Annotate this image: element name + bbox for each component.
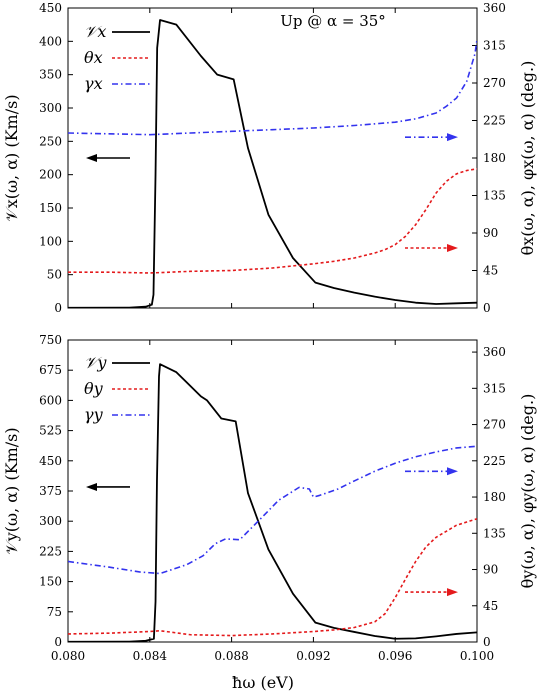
x-tick-label: 0.096 [378, 649, 412, 663]
x-tick-label: 0.084 [133, 649, 168, 663]
axis-arrow [86, 154, 130, 162]
plot-frame-2 [67, 339, 478, 643]
x-axis-label: ħω (eV) [232, 673, 294, 692]
right-tick-label: 360 [483, 345, 506, 359]
left-tick-label: 675 [39, 363, 62, 377]
right-tick-label: 0 [483, 635, 491, 649]
annotation: Up @ α = 35° [280, 12, 386, 30]
left-tick-label: 350 [39, 68, 62, 82]
axis-arrow [405, 133, 458, 142]
left-tick-label: 150 [39, 201, 62, 215]
right-tick-label: 270 [483, 418, 506, 432]
left-tick-label: 300 [39, 514, 62, 528]
arrow-head [447, 244, 458, 252]
legend-label: 𝒱y [84, 353, 107, 372]
left-tick-label: 375 [39, 484, 62, 498]
left-axis-label: 𝒱x(ω, α) (Km/s) [2, 94, 21, 221]
series-line-θx [68, 168, 477, 274]
arrow-head [86, 482, 97, 491]
left-tick-label: 300 [39, 101, 62, 115]
left-tick-label: 400 [39, 34, 62, 48]
right-tick-label: 270 [483, 76, 506, 90]
series-line-𝒱y [68, 363, 477, 642]
right-axis-label: θy(ω, α), φy(ω, α) (deg.) [518, 394, 537, 589]
series-line-𝒱x [68, 19, 477, 308]
x-tick-label: 0.100 [460, 649, 494, 663]
left-axis-label: 𝒱y(ω, α) (Km/s) [2, 427, 21, 554]
left-tick-label: 75 [47, 605, 62, 619]
legend-label: θx [84, 48, 103, 67]
right-axis-label: θx(ω, α), φx(ω, α) (deg.) [518, 61, 537, 256]
series-line-γy [68, 445, 477, 575]
left-tick-label: 0 [54, 635, 62, 649]
x-tick-label: 0.088 [214, 649, 248, 663]
series-line-θy [68, 518, 477, 637]
right-tick-label: 135 [483, 189, 506, 203]
arrow-head [86, 154, 97, 162]
left-tick-label: 0 [54, 301, 62, 315]
arrow-head [447, 467, 458, 476]
right-tick-label: 180 [483, 490, 506, 504]
axis-arrow [405, 244, 458, 252]
legend-label: 𝒱x [84, 22, 106, 41]
left-tick-label: 525 [39, 424, 62, 438]
legend-label: γy [84, 405, 104, 424]
left-tick-label: 225 [39, 544, 62, 558]
right-tick-label: 45 [483, 599, 498, 613]
series-line-γx [68, 39, 477, 136]
right-tick-label: 180 [483, 151, 506, 165]
x-tick-label: 0.080 [51, 649, 85, 663]
right-tick-label: 0 [483, 301, 491, 315]
right-tick-label: 225 [483, 454, 506, 468]
left-tick-label: 450 [39, 1, 62, 15]
left-tick-label: 150 [39, 575, 62, 589]
left-tick-label: 600 [39, 393, 62, 407]
left-tick-label: 100 [39, 234, 62, 248]
left-tick-label: 250 [39, 134, 62, 148]
left-tick-label: 450 [39, 454, 62, 468]
right-tick-label: 360 [483, 1, 506, 15]
right-tick-label: 90 [483, 563, 498, 577]
left-tick-label: 200 [39, 168, 62, 182]
right-tick-label: 225 [483, 114, 506, 128]
axis-arrow [405, 467, 458, 476]
arrow-head [447, 133, 458, 142]
x-tick-label: 0.092 [296, 649, 330, 663]
legend-label: γx [84, 74, 103, 93]
left-tick-label: 50 [47, 268, 62, 282]
right-tick-label: 135 [483, 526, 506, 540]
right-tick-label: 315 [483, 381, 506, 395]
right-tick-label: 90 [483, 226, 498, 240]
left-tick-label: 750 [39, 333, 62, 347]
axis-arrow [405, 588, 458, 597]
right-tick-label: 315 [483, 39, 506, 53]
legend-label: θy [84, 379, 104, 398]
right-tick-label: 45 [483, 264, 498, 278]
axis-arrow [86, 482, 130, 491]
arrow-head [447, 588, 458, 597]
